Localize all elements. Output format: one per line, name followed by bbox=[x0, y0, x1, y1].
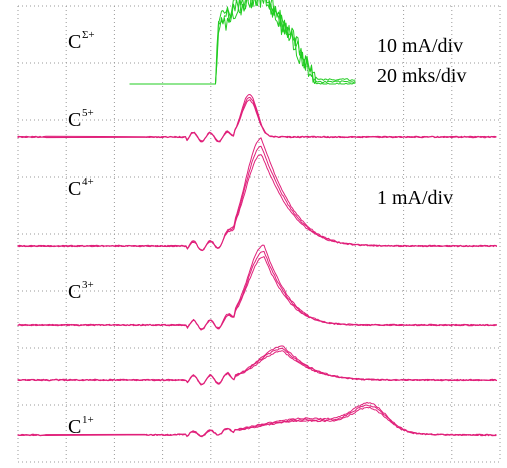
channel-label: C bbox=[68, 31, 81, 53]
channel-labels: C Σ+C 5+C 4+C 3+C 1+ bbox=[68, 29, 95, 438]
traces-layer bbox=[17, 0, 497, 438]
channel-label: C bbox=[68, 109, 81, 131]
channel-3-sweep bbox=[17, 256, 497, 330]
channel-4-sweep bbox=[17, 345, 497, 386]
channel-5-sweep bbox=[17, 402, 497, 437]
channel-4-sweep bbox=[17, 347, 497, 385]
channel-1-traces bbox=[17, 94, 497, 143]
channel-2-traces bbox=[17, 137, 497, 252]
channel-3-sweep bbox=[17, 244, 497, 331]
time-scale-label: 20 mks/div bbox=[377, 65, 466, 87]
channel-label-charge: 1+ bbox=[82, 414, 94, 426]
channel-1-sweep bbox=[17, 94, 497, 143]
channel-label: C bbox=[68, 281, 81, 303]
channel-0-traces bbox=[129, 0, 356, 85]
channel-4-traces bbox=[17, 345, 497, 386]
channel-label-charge: 3+ bbox=[82, 279, 94, 291]
channel-label: C bbox=[68, 416, 81, 438]
channel-5-traces bbox=[17, 402, 497, 438]
channel-1-sweep bbox=[17, 96, 497, 142]
channel-0-sweep bbox=[129, 0, 356, 85]
upper-scale-label: 10 mA/div bbox=[377, 35, 463, 57]
channel-2-sweep bbox=[17, 137, 497, 251]
channel-label-charge: 4+ bbox=[82, 176, 94, 188]
channel-label-charge: 5+ bbox=[82, 107, 94, 119]
channel-label: C bbox=[68, 178, 81, 200]
lower-scale-label: 1 mA/div bbox=[377, 187, 453, 209]
channel-3-traces bbox=[17, 244, 497, 331]
channel-0-sweep bbox=[129, 0, 356, 85]
channel-0-sweep bbox=[129, 0, 356, 85]
channel-label-charge: Σ+ bbox=[82, 29, 95, 41]
scale-annotations: 10 mA/div 20 mks/div 1 mA/div bbox=[377, 35, 466, 209]
